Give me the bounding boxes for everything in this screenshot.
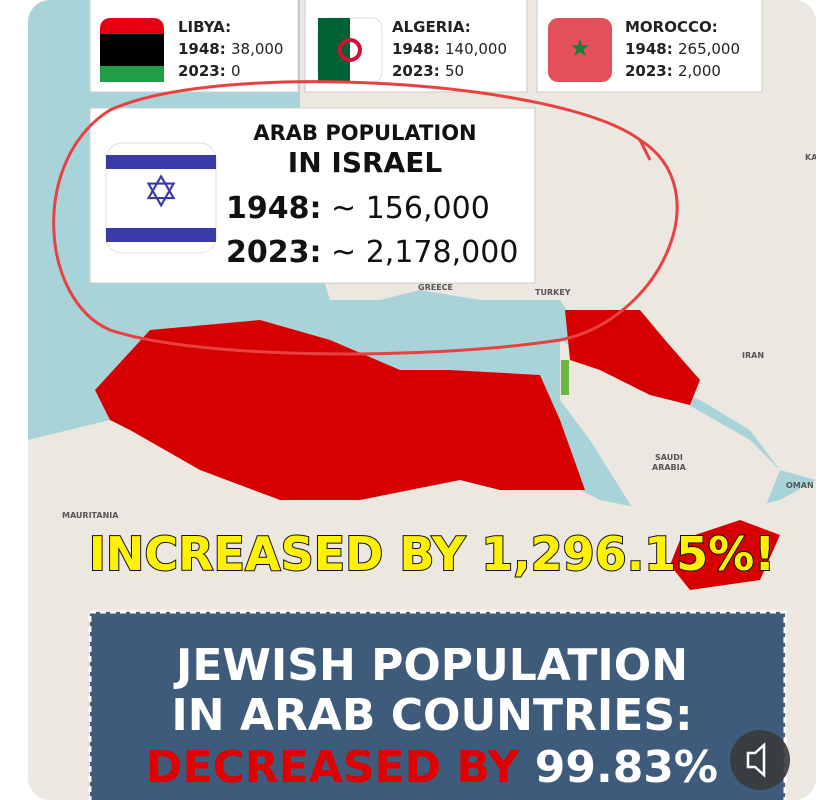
banner: INCREASED BY 1,296.15%! xyxy=(89,527,776,581)
map-label: MAURITANIA xyxy=(62,511,119,520)
value: 265,000 xyxy=(678,40,740,58)
year: 2023: xyxy=(226,235,322,270)
title: IN ISRAEL xyxy=(288,146,443,179)
bottom-line: IN ARAB COUNTRIES: xyxy=(171,690,692,741)
video-frame: GREECE TURKEY IRAN SAUDI ARABIA OMAN MAU… xyxy=(28,0,818,800)
arab-africa xyxy=(95,320,585,500)
map-label: SAUDI xyxy=(655,453,683,462)
decreased: DECREASED BY xyxy=(146,742,521,793)
svg-text:1948: 140,000: 1948: 140,000 xyxy=(392,40,507,58)
year: 1948: xyxy=(178,40,226,58)
value: 38,000 xyxy=(231,40,284,58)
svg-text:★: ★ xyxy=(569,34,591,62)
arabia xyxy=(560,340,780,540)
year: 1948: xyxy=(625,40,673,58)
map-label: OMAN xyxy=(786,481,814,490)
arab-asia xyxy=(565,310,700,405)
map-label: ARABIA xyxy=(652,463,687,472)
flag xyxy=(105,142,217,254)
title: ARAB POPULATION xyxy=(253,121,476,145)
value: 50 xyxy=(445,62,464,80)
map-label: KA xyxy=(805,153,818,162)
svg-text:DECREASED BY 99.83%: DECREASED BY 99.83% xyxy=(146,742,718,793)
svg-text:1948: 38,000: 1948: 38,000 xyxy=(178,40,283,58)
svg-text:1948: ~ 156,000: 1948: ~ 156,000 xyxy=(226,191,490,226)
svg-text:1948: 265,000: 1948: 265,000 xyxy=(625,40,740,58)
svg-text:2023: ~ 2,178,000: 2023: ~ 2,178,000 xyxy=(226,235,518,270)
map-label: TURKEY xyxy=(535,288,571,297)
year: 2023: xyxy=(178,62,226,80)
map-label: GREECE xyxy=(418,283,453,292)
value: ~ 156,000 xyxy=(331,191,490,226)
value: 2,000 xyxy=(678,62,721,80)
bottom-box xyxy=(88,610,787,800)
flag xyxy=(548,18,612,82)
svg-text:2023: 50: 2023: 50 xyxy=(392,62,464,80)
year: 2023: xyxy=(392,62,440,80)
year: 2023: xyxy=(625,62,673,80)
value: ~ 2,178,000 xyxy=(331,235,518,270)
speaker-icon xyxy=(746,742,766,778)
percent: 99.83% xyxy=(535,742,718,793)
country: ALGERIA: xyxy=(392,18,471,36)
annotation-circle xyxy=(52,80,679,356)
mute-button[interactable] xyxy=(730,730,790,790)
map-label: IRAN xyxy=(742,351,764,360)
year: 1948: xyxy=(226,191,322,226)
value: 0 xyxy=(231,62,241,80)
svg-text:✡: ✡ xyxy=(143,167,180,218)
value: 140,000 xyxy=(445,40,507,58)
israel-shape xyxy=(561,360,569,395)
svg-text:2023: 2,000: 2023: 2,000 xyxy=(625,62,721,80)
country: LIBYA: xyxy=(178,18,231,36)
bottom-line: JEWISH POPULATION xyxy=(173,640,688,691)
year: 1948: xyxy=(392,40,440,58)
country: MOROCCO: xyxy=(625,18,718,36)
svg-text:2023: 0: 2023: 0 xyxy=(178,62,241,80)
yemen xyxy=(670,520,780,590)
